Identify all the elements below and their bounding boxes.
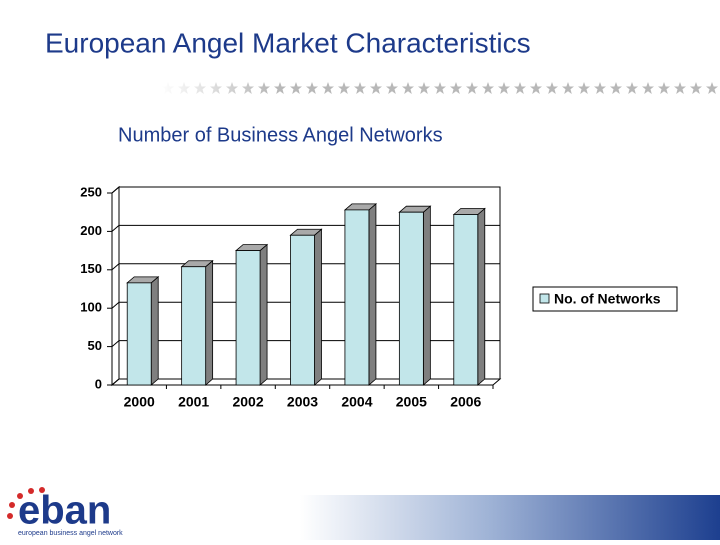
bar: [235, 250, 261, 386]
x-tick-label: 2000: [124, 394, 155, 410]
bar-side: [422, 205, 431, 386]
legend-swatch: [539, 293, 550, 304]
bar: [453, 214, 479, 386]
bar-side: [314, 228, 322, 386]
bar: [126, 282, 152, 386]
x-tick-label: 2003: [287, 394, 318, 410]
logo-name: eban: [18, 489, 111, 533]
bar: [290, 234, 315, 386]
bar-side: [259, 243, 268, 386]
logo-stars: [7, 487, 45, 519]
grid-line-side: [111, 263, 120, 271]
y-tick-label: 50: [88, 338, 102, 353]
y-tick-label: 0: [95, 376, 102, 391]
star-fade: [160, 80, 720, 96]
footer-band: [300, 495, 720, 540]
x-tick-label: 2002: [232, 394, 263, 410]
slide-title: European Angel Market Characteristics: [45, 27, 531, 58]
chart: 0 50 100 150 200 250 2000 2001 2002 2003 2004 2005 2…: [80, 184, 678, 410]
side-wall: [111, 185, 120, 387]
grid-line-side: [111, 378, 120, 386]
y-tick-label: 200: [80, 223, 102, 238]
legend-box: [532, 286, 678, 312]
bar-side: [368, 203, 377, 386]
x-tick-label: 2006: [450, 394, 481, 410]
grid-line-side: [111, 301, 120, 309]
grid-line-side: [111, 186, 120, 194]
logo-tagline: european business angel network: [18, 530, 123, 537]
legend-label: No. of Networks: [554, 291, 661, 307]
bar-side: [150, 275, 159, 386]
grid-line-side: [111, 340, 120, 347]
bar-side: [205, 259, 214, 386]
x-tick-label: 2004: [341, 394, 372, 410]
chart-title: Number of Business Angel Networks: [118, 124, 443, 146]
y-tick-label: 250: [80, 184, 102, 199]
x-tick-label: 2001: [178, 394, 209, 410]
y-tick-label: 100: [80, 300, 102, 315]
grid-line-side: [111, 225, 120, 232]
x-tick-label: 2005: [396, 394, 427, 410]
bar-side: [477, 207, 486, 386]
bar: [181, 266, 207, 386]
bar: [344, 209, 370, 386]
y-tick-label: 150: [80, 261, 102, 276]
bar: [398, 211, 424, 386]
